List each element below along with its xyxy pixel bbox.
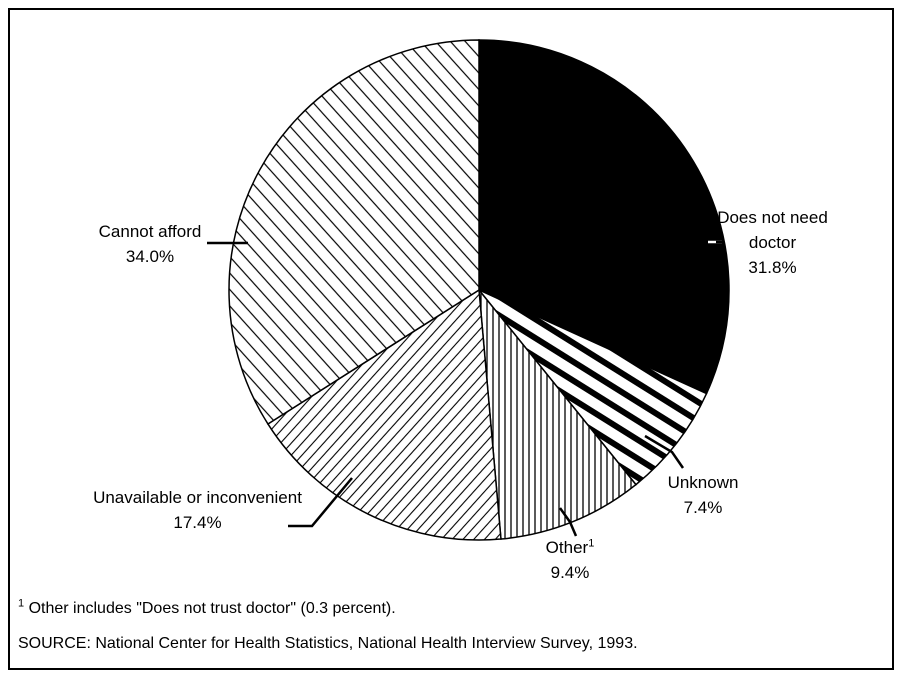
pie-slice: [228, 39, 480, 425]
slice-label: Unavailable or inconvenient 17.4%: [60, 485, 335, 535]
pie-slice: [266, 288, 502, 541]
leader-line: [644, 434, 685, 469]
value-label: 34.0%: [125, 247, 175, 266]
footnote-marker: 1: [588, 537, 595, 550]
pie-slice: [478, 287, 637, 540]
category-label: Unknown: [667, 473, 739, 492]
category-label: Unavailable or inconvenient: [93, 488, 302, 507]
footnote-marker: 1: [18, 597, 25, 610]
value-label: 9.4%: [550, 563, 590, 582]
category-label: Does not need doctor: [717, 208, 828, 252]
frame: [8, 8, 894, 670]
pie-slice: [478, 39, 730, 395]
value-label: 7.4%: [683, 498, 723, 517]
value-label: 31.8%: [748, 258, 797, 277]
slice-label: Cannot afford 34.0%: [70, 219, 230, 269]
footnote: 1 Other includes "Does not trust doctor"…: [18, 597, 396, 618]
footnote-text: Other includes "Does not trust doctor" (…: [28, 600, 396, 617]
value-label: 17.4%: [173, 513, 222, 532]
leader-line: [558, 507, 578, 537]
category-label: Cannot afford: [98, 222, 202, 241]
category-label: Other: [545, 538, 589, 557]
leader-line: [288, 477, 353, 528]
slice-label: Unknown 7.4%: [648, 470, 758, 520]
pie-slice: [478, 289, 708, 486]
source: SOURCE: National Center for Health Stati…: [18, 635, 638, 652]
slice-label: Does not need doctor 31.8%: [700, 205, 845, 280]
slice-label: Other1 9.4%: [535, 535, 605, 585]
